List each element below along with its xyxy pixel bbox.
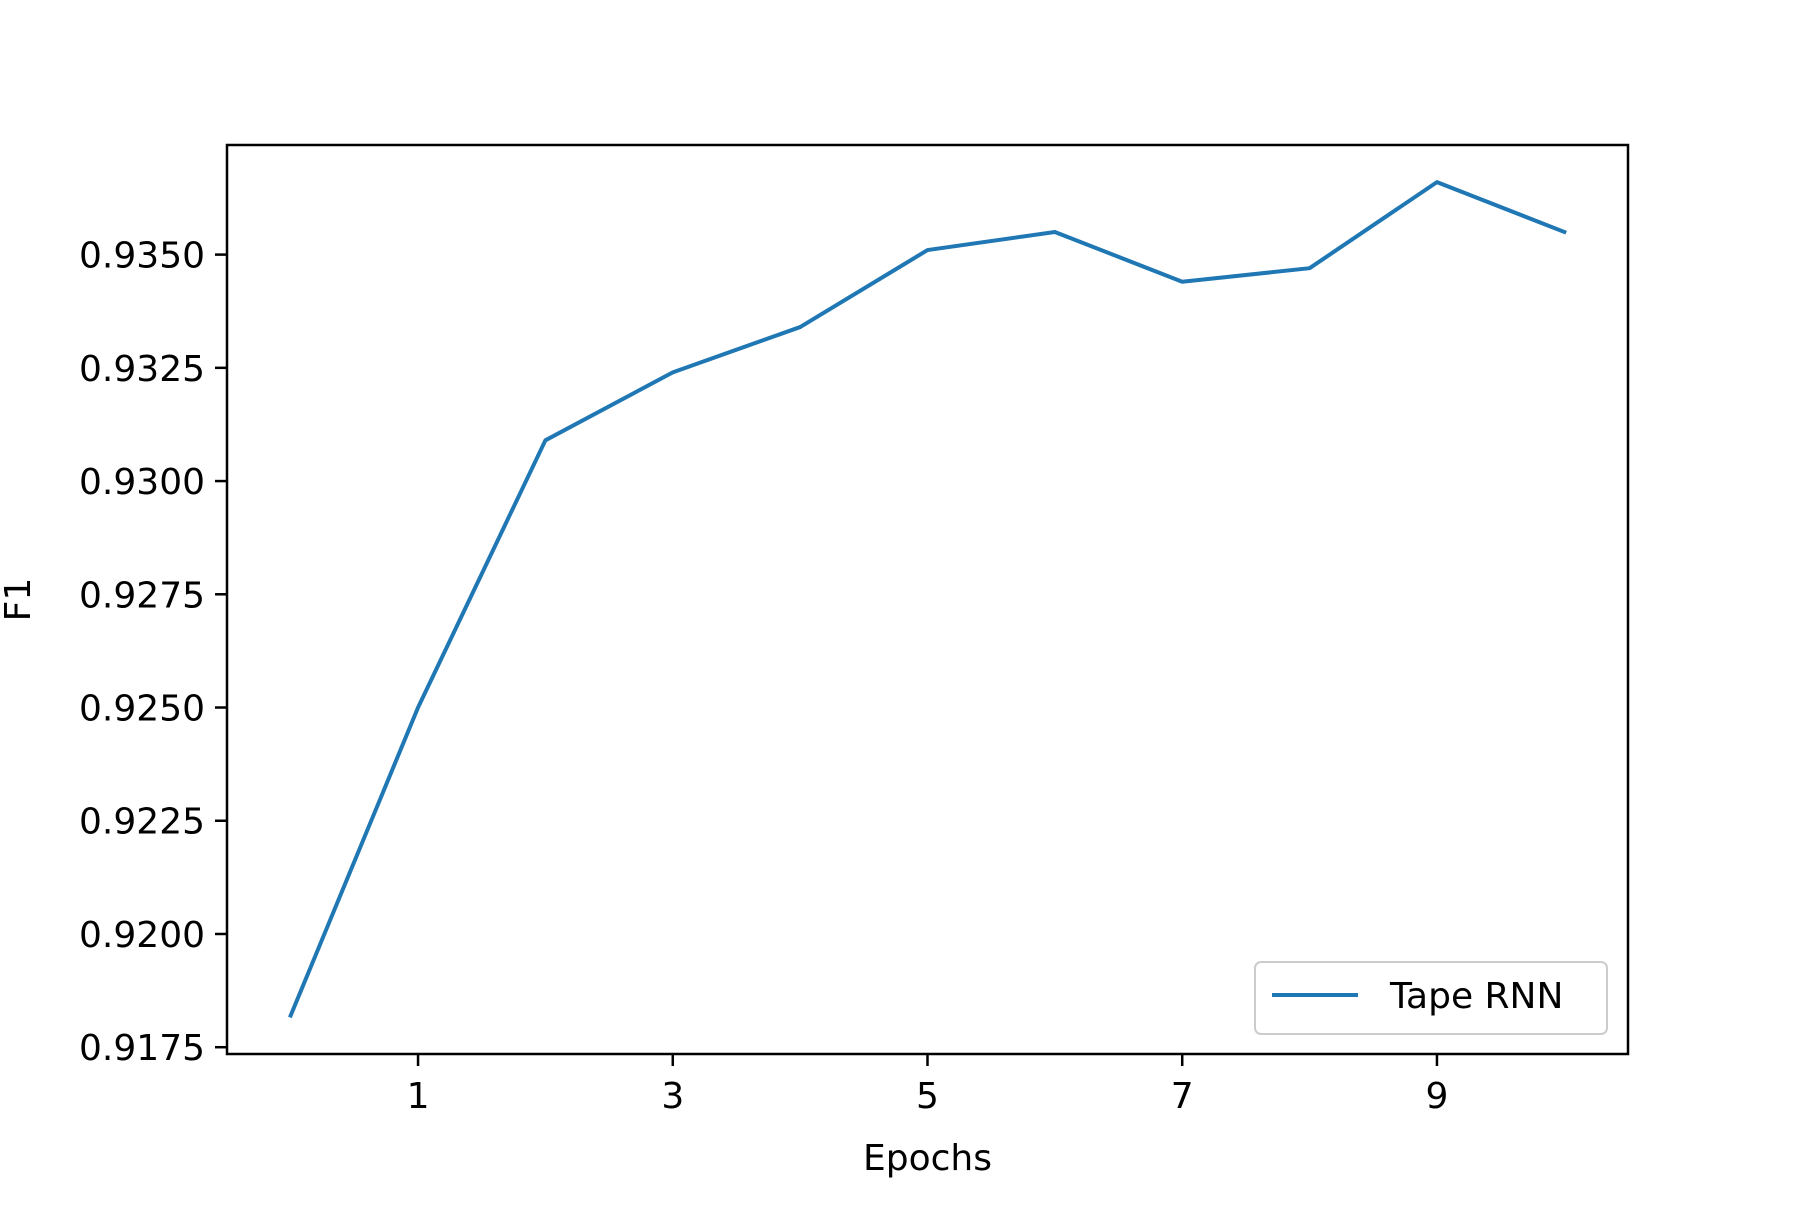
y-tick-label: 0.9325 xyxy=(79,349,205,390)
legend-label-tape-rnn: Tape RNN xyxy=(1389,976,1563,1017)
y-tick-label: 0.9300 xyxy=(79,462,205,503)
plot-frame xyxy=(227,145,1628,1054)
y-tick-label: 0.9200 xyxy=(79,915,205,956)
plot-series xyxy=(291,182,1565,1016)
y-tick-label: 0.9350 xyxy=(79,236,205,277)
x-axis-title: Epochs xyxy=(863,1138,992,1179)
x-tick-label: 5 xyxy=(916,1076,939,1117)
x-tick-label: 7 xyxy=(1171,1076,1194,1117)
y-tick-label: 0.9275 xyxy=(79,575,205,616)
x-tick-label: 3 xyxy=(661,1076,684,1117)
legend: Tape RNN xyxy=(1255,962,1607,1034)
y-tick-label: 0.9225 xyxy=(79,802,205,843)
x-tick-label: 9 xyxy=(1426,1076,1449,1117)
x-axis: 1 3 5 7 9 xyxy=(407,1054,1449,1117)
y-axis-title: F1 xyxy=(0,578,39,622)
y-axis: 0.9175 0.9200 0.9225 0.9250 0.9275 0.9300 0.93… xyxy=(79,236,227,1070)
x-tick-label: 1 xyxy=(407,1076,430,1117)
series-line-tape-rnn xyxy=(291,182,1565,1015)
y-tick-label: 0.9250 xyxy=(79,689,205,730)
y-tick-label: 0.9175 xyxy=(79,1028,205,1069)
